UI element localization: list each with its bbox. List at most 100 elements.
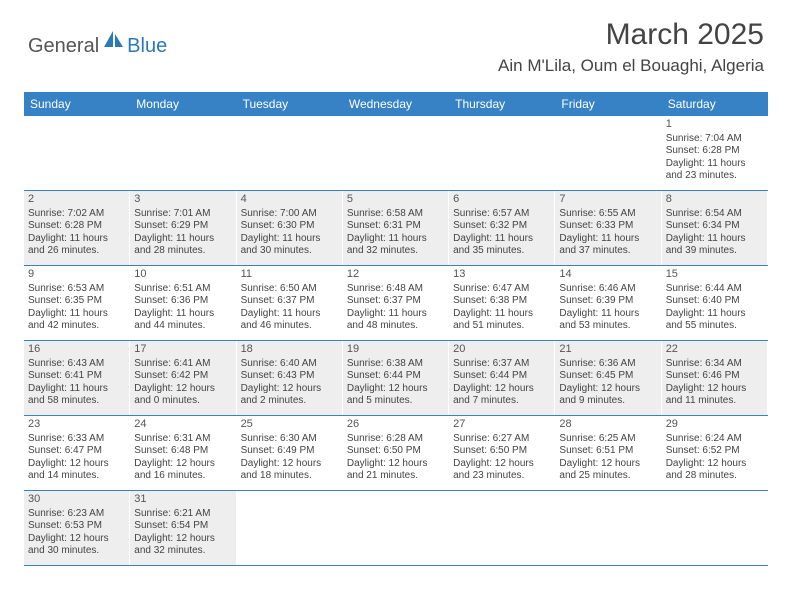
day-cell: 26Sunrise: 6:28 AMSunset: 6:50 PMDayligh… [343,416,449,490]
day-sunset: Sunset: 6:36 PM [134,295,231,308]
day-sunset: Sunset: 6:44 PM [347,370,444,383]
day-number: 24 [134,418,231,432]
day-daylight2: and 39 minutes. [666,245,763,258]
day-daylight1: Daylight: 11 hours [28,308,125,321]
day-sunset: Sunset: 6:37 PM [347,295,444,308]
weekday-header-row: SundayMondayTuesdayWednesdayThursdayFrid… [24,92,768,116]
day-daylight1: Daylight: 11 hours [241,233,338,246]
day-daylight2: and 26 minutes. [28,245,125,258]
day-cell: 18Sunrise: 6:40 AMSunset: 6:43 PMDayligh… [237,341,343,415]
day-number: 9 [28,268,125,282]
day-sunset: Sunset: 6:28 PM [28,220,125,233]
weekday-header: Monday [130,92,236,116]
day-daylight1: Daylight: 11 hours [134,233,231,246]
week-row: 2Sunrise: 7:02 AMSunset: 6:28 PMDaylight… [24,191,768,266]
day-sunrise: Sunrise: 6:50 AM [241,283,338,296]
month-year: March 2025 [498,18,764,52]
day-daylight2: and 35 minutes. [453,245,550,258]
day-sunset: Sunset: 6:39 PM [559,295,656,308]
day-sunrise: Sunrise: 6:38 AM [347,358,444,371]
week-row: 1Sunrise: 7:04 AMSunset: 6:28 PMDaylight… [24,116,768,191]
day-number: 30 [28,493,125,507]
weekday-header: Tuesday [237,92,343,116]
day-cell-empty [343,116,449,190]
day-number: 16 [28,343,125,357]
day-sunset: Sunset: 6:44 PM [453,370,550,383]
day-daylight2: and 14 minutes. [28,470,125,483]
day-number: 12 [347,268,444,282]
day-cell-empty [343,491,449,565]
weekday-header: Saturday [662,92,768,116]
day-cell: 17Sunrise: 6:41 AMSunset: 6:42 PMDayligh… [130,341,236,415]
day-sunset: Sunset: 6:33 PM [559,220,656,233]
day-daylight1: Daylight: 11 hours [666,308,763,321]
day-cell: 7Sunrise: 6:55 AMSunset: 6:33 PMDaylight… [555,191,661,265]
day-daylight2: and 42 minutes. [28,320,125,333]
day-sunset: Sunset: 6:30 PM [241,220,338,233]
day-daylight1: Daylight: 12 hours [559,458,656,471]
day-sunset: Sunset: 6:45 PM [559,370,656,383]
day-daylight2: and 21 minutes. [347,470,444,483]
day-sunset: Sunset: 6:37 PM [241,295,338,308]
day-sunrise: Sunrise: 6:47 AM [453,283,550,296]
day-sunrise: Sunrise: 6:44 AM [666,283,763,296]
day-number: 17 [134,343,231,357]
day-number: 27 [453,418,550,432]
day-number: 6 [453,193,550,207]
logo: General Blue [28,18,167,63]
day-sunset: Sunset: 6:50 PM [347,445,444,458]
day-daylight2: and 53 minutes. [559,320,656,333]
day-daylight1: Daylight: 11 hours [28,383,125,396]
day-number: 31 [134,493,231,507]
day-sunrise: Sunrise: 6:53 AM [28,283,125,296]
day-daylight2: and 16 minutes. [134,470,231,483]
day-sunrise: Sunrise: 6:36 AM [559,358,656,371]
day-cell: 25Sunrise: 6:30 AMSunset: 6:49 PMDayligh… [237,416,343,490]
day-number: 13 [453,268,550,282]
day-sunset: Sunset: 6:41 PM [28,370,125,383]
day-number: 10 [134,268,231,282]
day-daylight2: and 11 minutes. [666,395,763,408]
day-sunrise: Sunrise: 7:02 AM [28,208,125,221]
day-daylight2: and 2 minutes. [241,395,338,408]
week-row: 23Sunrise: 6:33 AMSunset: 6:47 PMDayligh… [24,416,768,491]
day-cell-empty [555,116,661,190]
logo-text-general: General [28,35,99,58]
calendar: SundayMondayTuesdayWednesdayThursdayFrid… [24,92,768,566]
location: Ain M'Lila, Oum el Bouaghi, Algeria [498,56,764,76]
day-daylight1: Daylight: 11 hours [134,308,231,321]
day-cell: 14Sunrise: 6:46 AMSunset: 6:39 PMDayligh… [555,266,661,340]
day-cell: 23Sunrise: 6:33 AMSunset: 6:47 PMDayligh… [24,416,130,490]
day-daylight1: Daylight: 12 hours [28,458,125,471]
day-daylight2: and 18 minutes. [241,470,338,483]
day-sunrise: Sunrise: 7:01 AM [134,208,231,221]
day-number: 8 [666,193,763,207]
weeks-container: 1Sunrise: 7:04 AMSunset: 6:28 PMDaylight… [24,116,768,566]
day-sunset: Sunset: 6:53 PM [28,520,125,533]
day-sunset: Sunset: 6:54 PM [134,520,231,533]
day-sunset: Sunset: 6:35 PM [28,295,125,308]
logo-sail-icon [103,30,125,53]
day-sunset: Sunset: 6:38 PM [453,295,550,308]
day-cell-empty [662,491,768,565]
day-sunset: Sunset: 6:42 PM [134,370,231,383]
day-daylight1: Daylight: 12 hours [134,533,231,546]
day-daylight1: Daylight: 12 hours [241,458,338,471]
day-number: 23 [28,418,125,432]
day-daylight1: Daylight: 12 hours [134,383,231,396]
day-cell: 13Sunrise: 6:47 AMSunset: 6:38 PMDayligh… [449,266,555,340]
day-sunset: Sunset: 6:51 PM [559,445,656,458]
day-number: 19 [347,343,444,357]
day-cell: 9Sunrise: 6:53 AMSunset: 6:35 PMDaylight… [24,266,130,340]
day-cell: 24Sunrise: 6:31 AMSunset: 6:48 PMDayligh… [130,416,236,490]
day-cell-empty [555,491,661,565]
day-cell: 12Sunrise: 6:48 AMSunset: 6:37 PMDayligh… [343,266,449,340]
day-sunset: Sunset: 6:49 PM [241,445,338,458]
day-number: 15 [666,268,763,282]
day-sunset: Sunset: 6:52 PM [666,445,763,458]
day-sunset: Sunset: 6:43 PM [241,370,338,383]
day-sunrise: Sunrise: 6:58 AM [347,208,444,221]
day-cell: 1Sunrise: 7:04 AMSunset: 6:28 PMDaylight… [662,116,768,190]
day-daylight1: Daylight: 11 hours [666,158,763,171]
day-number: 28 [559,418,656,432]
